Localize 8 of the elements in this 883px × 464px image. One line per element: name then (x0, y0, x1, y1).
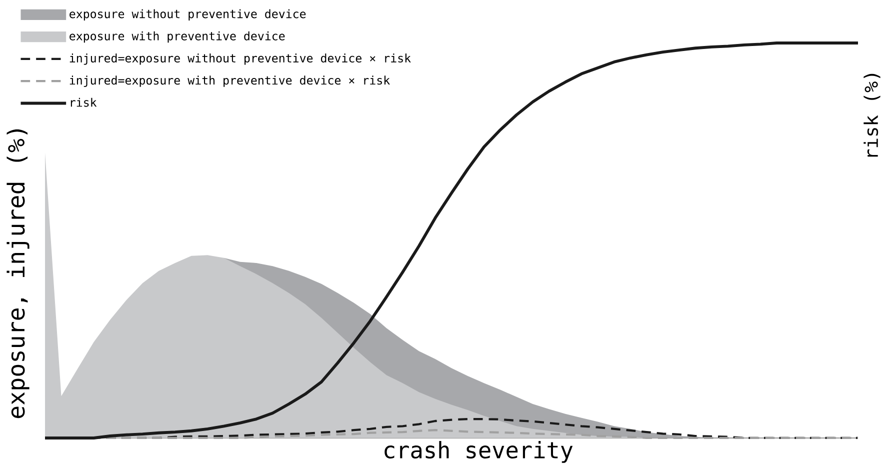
legend-label: injured=exposure with preventive device × risk (70, 76, 390, 87)
legend-label: risk (70, 98, 97, 107)
legend-label: injured=exposure without preventive device × risk (70, 54, 411, 65)
y-axis-title: exposure, injured (%) (6, 129, 30, 418)
y2-axis-title: risk (%) (864, 74, 880, 157)
x-axis-title: crash severity (384, 440, 573, 463)
legend-label: exposure with preventive device (70, 31, 285, 43)
legend-label: exposure without preventive device (70, 9, 306, 20)
